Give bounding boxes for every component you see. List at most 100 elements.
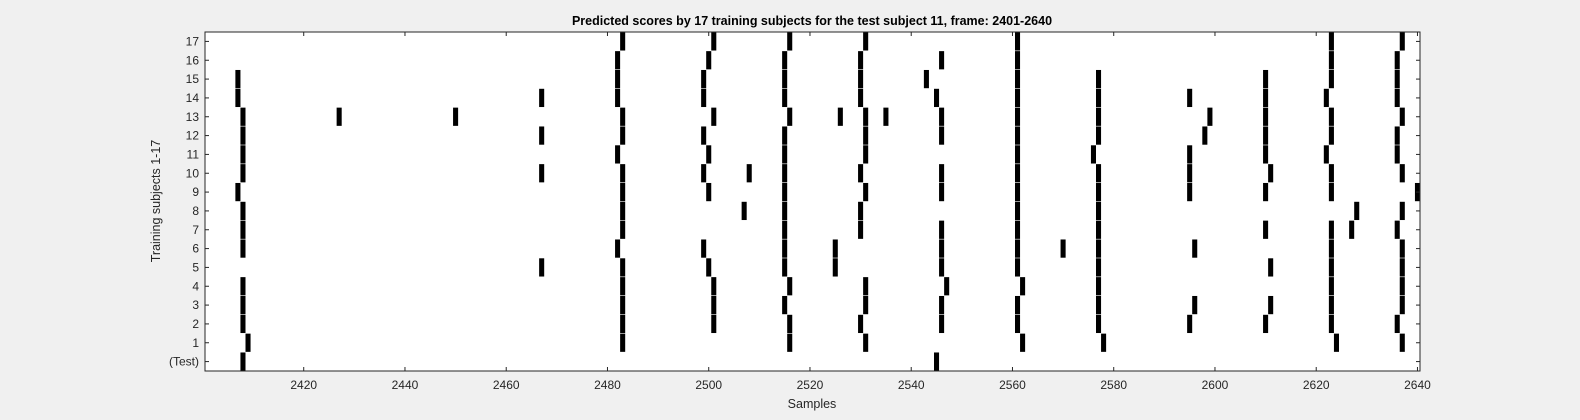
heatmap-cell bbox=[1096, 239, 1102, 258]
heatmap-cell bbox=[832, 258, 838, 277]
heatmap-cell bbox=[832, 239, 838, 258]
heatmap-cell bbox=[235, 69, 241, 89]
heatmap-cell bbox=[939, 220, 945, 239]
heatmap-cell bbox=[863, 32, 869, 51]
heatmap-cell bbox=[923, 69, 929, 89]
heatmap-cell bbox=[782, 220, 788, 239]
heatmap-cell bbox=[620, 201, 626, 221]
heatmap-cell bbox=[1015, 258, 1021, 277]
heatmap-cell bbox=[1096, 126, 1102, 145]
y-tick-label: 7 bbox=[192, 223, 199, 237]
heatmap-cell bbox=[1207, 107, 1213, 126]
heatmap-cell bbox=[240, 201, 246, 221]
heatmap-cell bbox=[1015, 220, 1021, 239]
heatmap-cell bbox=[746, 164, 752, 183]
heatmap-cell bbox=[453, 107, 459, 126]
heatmap-cell bbox=[939, 164, 945, 183]
heatmap-cell bbox=[615, 239, 621, 258]
heatmap-cell bbox=[711, 295, 717, 315]
plot-border bbox=[204, 31, 1421, 372]
heatmap-cell bbox=[787, 277, 793, 296]
heatmap-cell bbox=[1187, 314, 1193, 334]
heatmap-cell bbox=[701, 88, 707, 108]
y-tick-label: 8 bbox=[192, 204, 199, 218]
heatmap-cell bbox=[863, 107, 869, 126]
heatmap-cell bbox=[1328, 239, 1334, 258]
heatmap-cell bbox=[615, 51, 621, 70]
x-tick-label: 2580 bbox=[1100, 378, 1127, 392]
heatmap-cell bbox=[711, 277, 717, 296]
heatmap-cell bbox=[240, 126, 246, 145]
heatmap-cell bbox=[1096, 277, 1102, 296]
heatmap-cell bbox=[1192, 239, 1198, 258]
heatmap-cell bbox=[1394, 314, 1400, 334]
heatmap-cell bbox=[858, 88, 864, 108]
heatmap-cell bbox=[1399, 277, 1405, 296]
heatmap-cell bbox=[863, 277, 869, 296]
y-tick-label: 4 bbox=[192, 279, 199, 293]
heatmap-cell bbox=[539, 258, 545, 277]
heatmap-cell bbox=[858, 69, 864, 89]
heatmap-cell bbox=[863, 182, 869, 202]
heatmap-cell bbox=[939, 107, 945, 126]
heatmap-cell bbox=[620, 314, 626, 334]
heatmap-cell bbox=[1263, 314, 1269, 334]
y-tick-label: 16 bbox=[186, 53, 200, 67]
x-tick-label: 2460 bbox=[493, 378, 520, 392]
heatmap-cell bbox=[1015, 107, 1021, 126]
x-tick-label: 2520 bbox=[797, 378, 824, 392]
heatmap-cell bbox=[1187, 182, 1193, 202]
heatmap-cell bbox=[1399, 239, 1405, 258]
heatmap-cell bbox=[939, 239, 945, 258]
heatmap-cell bbox=[1096, 69, 1102, 89]
heatmap-cell bbox=[1328, 51, 1334, 70]
heatmap-cell bbox=[1268, 164, 1274, 183]
heatmap-cell bbox=[1399, 201, 1405, 221]
y-tick-label: 5 bbox=[192, 260, 199, 274]
heatmap-cell bbox=[701, 69, 707, 89]
x-tick-label: 2640 bbox=[1404, 378, 1431, 392]
heatmap-cell bbox=[1015, 164, 1021, 183]
heatmap-cell bbox=[1399, 333, 1405, 352]
heatmap-cell bbox=[1399, 164, 1405, 183]
heatmap-cell bbox=[539, 164, 545, 183]
heatmap-cell bbox=[1263, 107, 1269, 126]
heatmap-cell bbox=[336, 107, 342, 126]
heatmap-cell bbox=[240, 277, 246, 296]
heatmap-cell bbox=[1096, 88, 1102, 108]
heatmap-cell bbox=[620, 126, 626, 145]
heatmap-cell bbox=[858, 201, 864, 221]
heatmap-cell bbox=[1394, 126, 1400, 145]
heatmap-cell bbox=[1328, 258, 1334, 277]
heatmap-cell bbox=[782, 182, 788, 202]
heatmap-cell bbox=[787, 107, 793, 126]
chart-title: Predicted scores by 17 training subjects… bbox=[572, 14, 1052, 28]
heatmap-cell bbox=[782, 239, 788, 258]
x-tick-label: 2540 bbox=[898, 378, 925, 392]
y-tick-label: 15 bbox=[186, 72, 200, 86]
heatmap-cell bbox=[1328, 314, 1334, 334]
heatmap-cell bbox=[1090, 145, 1096, 164]
heatmap-cell bbox=[1101, 333, 1107, 352]
heatmap-cell bbox=[741, 201, 747, 221]
heatmap-cell bbox=[934, 352, 940, 371]
heatmap-cell bbox=[620, 295, 626, 315]
heatmap-cell bbox=[711, 32, 717, 51]
y-axis-label: Training subjects 1-17 bbox=[149, 140, 163, 263]
y-tick-label: 1 bbox=[192, 336, 199, 350]
heatmap-cell bbox=[858, 164, 864, 183]
heatmap-cell bbox=[1328, 277, 1334, 296]
heatmap-cell bbox=[1015, 182, 1021, 202]
x-tick-label: 2500 bbox=[695, 378, 722, 392]
heatmap-cell bbox=[782, 69, 788, 89]
heatmap-cell bbox=[1394, 88, 1400, 108]
heatmap-cell bbox=[1187, 145, 1193, 164]
x-tick-label: 2620 bbox=[1303, 378, 1330, 392]
heatmap-cell bbox=[240, 239, 246, 258]
heatmap-cell bbox=[782, 258, 788, 277]
y-tick-label: (Test) bbox=[169, 355, 199, 369]
heatmap-cell bbox=[620, 182, 626, 202]
heatmap-cell bbox=[939, 51, 945, 70]
